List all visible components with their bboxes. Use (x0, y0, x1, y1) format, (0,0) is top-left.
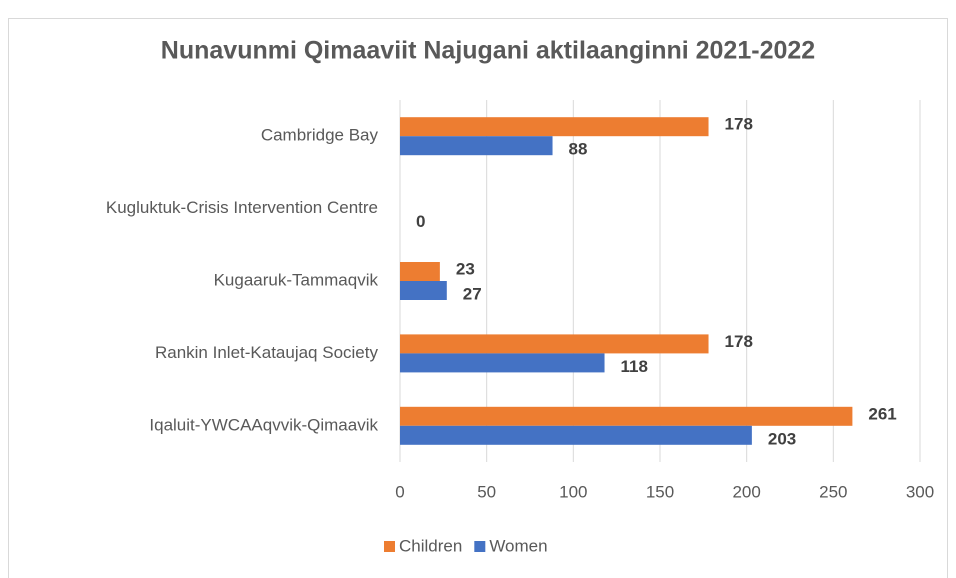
x-tick-label: 150 (646, 482, 674, 501)
bar (400, 281, 447, 300)
y-tick-label: Iqaluit-YWCAAqvvik-Qimaavik (149, 415, 378, 434)
data-label: 0 (416, 212, 425, 231)
x-tick-label: 200 (732, 482, 760, 501)
bar (400, 406, 853, 426)
legend-label: Children (399, 536, 462, 555)
y-tick-label: Kugluktuk-Crisis Intervention Centre (106, 198, 378, 217)
y-tick-label: Kugaaruk-Tammaqvik (214, 270, 379, 289)
y-tick-label: Cambridge Bay (261, 126, 379, 145)
x-tick-label: 250 (819, 482, 847, 501)
bar (400, 136, 553, 156)
data-label: 88 (569, 140, 588, 159)
bar (400, 334, 709, 354)
x-tick-label: 100 (559, 482, 587, 501)
legend-swatch (384, 541, 395, 552)
data-label: 178 (725, 332, 753, 351)
legend-swatch (474, 541, 486, 552)
data-label: 178 (725, 115, 753, 134)
data-label: 23 (456, 259, 475, 278)
data-label: 27 (463, 284, 482, 303)
bar (400, 117, 709, 137)
x-tick-label: 0 (395, 482, 404, 501)
bar (400, 353, 605, 373)
legend-label: Women (489, 536, 547, 555)
y-tick-label: Rankin Inlet-Kataujaq Society (155, 343, 379, 362)
chart-frame (8, 18, 948, 578)
x-tick-label: 300 (906, 482, 934, 501)
bar (400, 425, 752, 445)
chart-title: Nunavunmi Qimaaviit Najugani aktilaangin… (161, 37, 815, 65)
data-label: 118 (621, 357, 648, 376)
bar (400, 262, 440, 281)
data-label: 203 (768, 429, 796, 448)
data-label: 261 (868, 404, 896, 423)
x-tick-label: 50 (477, 482, 496, 501)
